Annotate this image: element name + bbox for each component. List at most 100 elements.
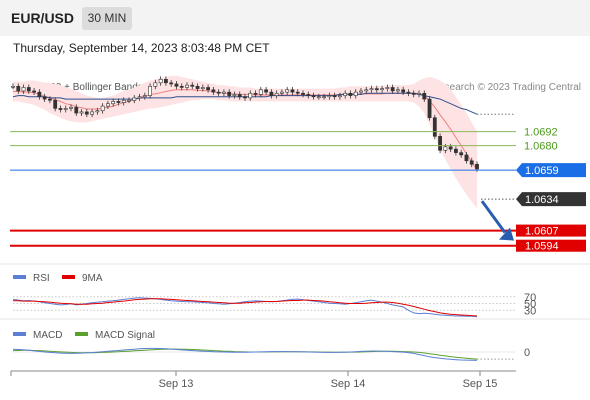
candle-body (95, 110, 100, 113)
candle-body (390, 87, 395, 92)
candle-body (448, 146, 453, 150)
rsi-tick-label: 70 (524, 292, 536, 304)
candle-body (338, 95, 342, 98)
candle-body (142, 95, 147, 98)
candle-body (222, 91, 226, 94)
time-axis-tick-label: Sep 15 (463, 378, 498, 390)
candle-body (116, 101, 121, 103)
candle-body (53, 99, 58, 109)
candle-body (48, 98, 52, 101)
legend-label-rsi-ma: 9MA (82, 273, 103, 284)
datetime-label: Thursday, September 14, 2023 8:03:48 PM … (13, 41, 270, 55)
candle-body (237, 94, 242, 98)
candle-body (111, 101, 116, 105)
candle-body (269, 91, 274, 96)
forecast-arrow-shaft (480, 200, 507, 234)
candle-body (369, 88, 374, 91)
candle-body (385, 87, 390, 89)
candle-body (11, 85, 15, 88)
candle-body (164, 79, 168, 84)
target-tag (516, 224, 586, 237)
macd-line (12, 347, 478, 361)
candle-body (90, 111, 94, 115)
candle-body (158, 79, 163, 84)
rsi-ma-line (13, 298, 478, 317)
candle-body (195, 85, 200, 89)
candle-body (58, 108, 63, 110)
candle-body (206, 87, 210, 91)
candle-body (396, 89, 400, 92)
candle-body (332, 95, 337, 98)
candle-body (459, 152, 464, 156)
candle-body (32, 90, 36, 93)
time-axis-tick-label: Sep 13 (159, 378, 194, 390)
candle-body (348, 92, 353, 96)
header-bar: EUR/USD 30 MIN (0, 0, 590, 36)
target-tag (516, 239, 586, 252)
candle-body (364, 89, 369, 92)
candle-body (69, 106, 73, 109)
candle-body (127, 99, 131, 102)
candle-body (232, 94, 237, 96)
candle-body (21, 87, 26, 92)
candle-body (359, 90, 363, 93)
candle-body (353, 91, 358, 96)
price-panel: MA 20 + Bollinger BandsMA 50Research © 2… (0, 75, 590, 265)
candle-body (248, 92, 253, 99)
candle-body (258, 89, 263, 95)
candle-body (295, 91, 300, 94)
candle-body (306, 94, 311, 96)
candle-body (190, 84, 195, 87)
time-axis: Sep 13 Sep 14 Sep 15 (10, 370, 516, 390)
last-price-label: 1.0634 (525, 194, 559, 206)
candle-body (406, 91, 411, 94)
candle-body (411, 92, 416, 95)
time-axis-tick-label: Sep 14 (331, 378, 366, 390)
credit-label: Research © 2023 Trading Central (432, 82, 581, 93)
candle-body (216, 91, 221, 94)
candle-body (137, 96, 142, 99)
candle-body (132, 97, 137, 101)
candle-body (74, 106, 79, 114)
candle-body (16, 85, 21, 92)
legend-label-macd-signal: MACD Signal (95, 330, 155, 341)
candle-body (311, 95, 316, 98)
candle-body (42, 96, 47, 100)
candle-body (26, 87, 31, 92)
rsi-tick-label: 50 (524, 299, 536, 311)
last-price-tag (516, 192, 586, 207)
candle-body (443, 146, 448, 151)
legend-label-rsi: RSI (33, 273, 50, 284)
candle-body (227, 91, 232, 96)
candle-body (280, 91, 284, 94)
macd-panel: MACD MACD Signal 0 (12, 330, 530, 361)
candle-body (343, 92, 348, 96)
candle-body (374, 88, 379, 91)
timeframe-button[interactable]: 30 MIN (82, 7, 132, 30)
macd-signal-line (12, 348, 478, 360)
symbol-label: EUR/USD (11, 10, 75, 26)
resistance-label: 1.0692 (524, 127, 558, 139)
candle-body (301, 92, 305, 95)
candle-body (106, 103, 110, 107)
candle-body (464, 154, 469, 162)
candle-body (316, 96, 321, 99)
candle-body (475, 163, 479, 170)
bollinger-band-area (13, 75, 477, 209)
candle-body (469, 160, 474, 165)
candle-body (79, 111, 84, 114)
candle-body (121, 99, 126, 103)
candle-body (322, 96, 326, 99)
candle-body (148, 85, 152, 96)
macd-zero-label: 0 (524, 347, 530, 359)
candle-body (401, 89, 406, 93)
candle-body (380, 88, 384, 91)
candle-body (422, 92, 427, 100)
candle-body (84, 111, 89, 115)
pivot-label: 1.0659 (525, 165, 559, 177)
candle-body (438, 136, 442, 151)
pivot-tag (516, 163, 586, 178)
target-label: 1.0594 (525, 241, 559, 253)
